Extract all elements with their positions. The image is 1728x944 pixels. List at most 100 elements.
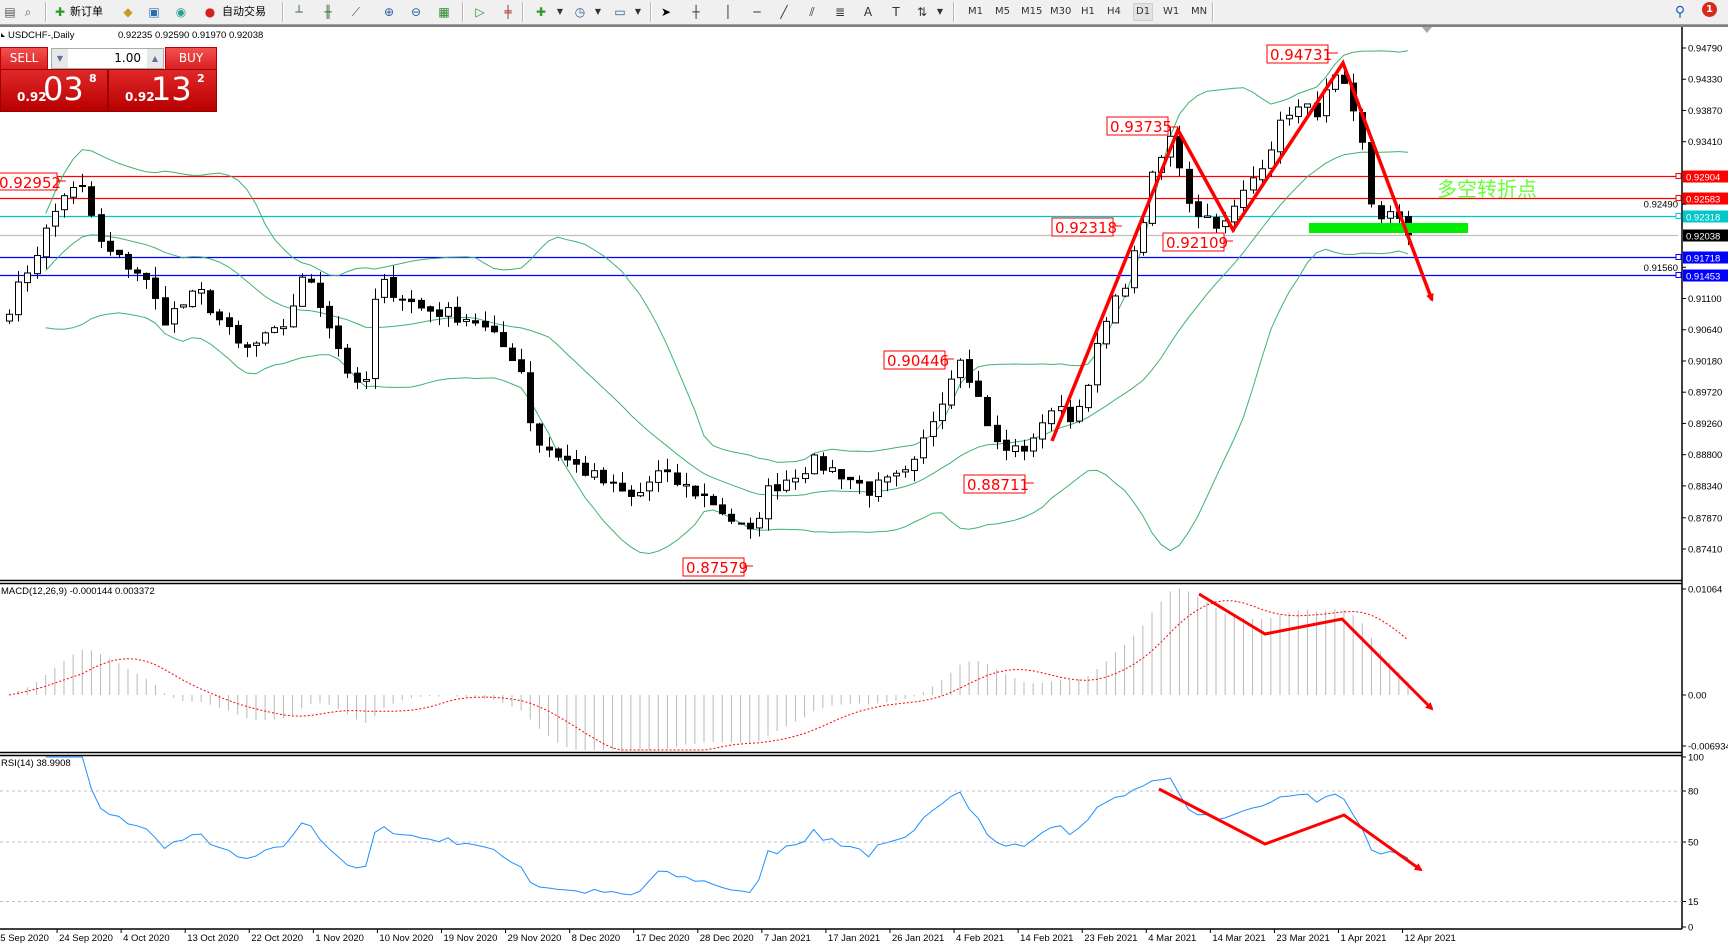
candle[interactable]	[1030, 433, 1037, 458]
candle[interactable]	[372, 288, 379, 389]
candle[interactable]	[418, 297, 425, 311]
candle[interactable]	[171, 301, 178, 333]
candle[interactable]	[866, 481, 873, 508]
candle[interactable]	[1112, 294, 1119, 324]
trendline-icon[interactable]: ╱	[780, 5, 788, 19]
candle[interactable]	[207, 289, 214, 316]
swing-label[interactable]: 0.92952	[0, 172, 66, 192]
equidistant-channel-icon[interactable]: ⫽	[809, 5, 815, 19]
candle[interactable]	[299, 273, 306, 307]
rsi-zigzag-arrow[interactable]	[1158, 787, 1423, 872]
candle[interactable]	[262, 331, 269, 346]
text-label-icon[interactable]: T	[892, 5, 900, 19]
macd-zigzag-arrow[interactable]	[1198, 592, 1434, 711]
candle[interactable]	[948, 370, 955, 409]
candle[interactable]	[52, 203, 59, 237]
buy-price-button[interactable]: 0.92 13 2	[108, 69, 217, 112]
candle[interactable]	[546, 437, 553, 458]
line-chart-icon[interactable]: ⟋	[351, 5, 361, 19]
candle[interactable]	[454, 296, 461, 326]
autoscroll-icon[interactable]: ▷	[475, 5, 485, 19]
candle[interactable]	[600, 467, 607, 486]
new-chart-icon[interactable]: ▤	[4, 5, 16, 19]
candle[interactable]	[61, 193, 68, 218]
sell-button[interactable]: SELL	[0, 47, 48, 70]
candle[interactable]	[463, 314, 470, 327]
candle[interactable]	[15, 271, 22, 322]
candle[interactable]	[152, 266, 159, 310]
periods-icon[interactable]: ◷	[574, 5, 586, 19]
chevron-down-icon[interactable]: ▼	[594, 7, 602, 16]
candle[interactable]	[792, 469, 799, 490]
candle[interactable]	[1039, 414, 1046, 449]
candle[interactable]	[381, 274, 388, 304]
timeframe-m5[interactable]: M5	[995, 6, 1010, 17]
line-handle-icon[interactable]	[1675, 213, 1682, 219]
candle[interactable]	[683, 472, 690, 498]
candle[interactable]	[290, 293, 297, 328]
candle[interactable]	[1122, 283, 1129, 298]
collapse-triangle-icon[interactable]	[1, 33, 5, 37]
swing-label[interactable]: 0.94731	[1266, 44, 1338, 64]
candle[interactable]	[838, 469, 845, 490]
timeframe-h4[interactable]: H4	[1107, 6, 1121, 17]
candle[interactable]	[162, 286, 169, 326]
candle[interactable]	[445, 302, 452, 327]
candle[interactable]	[1378, 201, 1385, 225]
timeframe-d1[interactable]: D1	[1133, 3, 1154, 21]
candle[interactable]	[610, 474, 617, 493]
turning-zone-bar[interactable]	[1309, 223, 1468, 233]
candle[interactable]	[582, 455, 589, 477]
chart-shift-icon[interactable]: ╪	[504, 5, 512, 19]
candle[interactable]	[1094, 332, 1101, 393]
candlestick-icon[interactable]: ╫	[324, 5, 332, 19]
candle[interactable]	[902, 465, 909, 478]
swing-label[interactable]: 0.87579	[682, 557, 753, 577]
candle[interactable]	[875, 472, 882, 502]
candle[interactable]	[1131, 245, 1138, 294]
templates-icon[interactable]: ▭	[614, 5, 626, 19]
candle[interactable]	[628, 485, 635, 507]
arrows-icon[interactable]: ⇅	[916, 5, 928, 19]
candle[interactable]	[472, 313, 479, 326]
candle[interactable]	[920, 429, 927, 464]
swing-label[interactable]: 0.92318	[1051, 217, 1122, 237]
candle[interactable]	[1259, 159, 1266, 187]
candle[interactable]	[811, 453, 818, 475]
candle[interactable]	[271, 325, 278, 334]
candle[interactable]	[1240, 180, 1247, 216]
profiles-icon[interactable]: ⌕	[24, 5, 32, 19]
candle[interactable]	[637, 482, 644, 498]
candle[interactable]	[1003, 429, 1010, 461]
candle[interactable]	[354, 367, 361, 390]
candle[interactable]	[1048, 407, 1055, 432]
candle[interactable]	[116, 249, 123, 259]
line-handle-icon[interactable]	[1675, 272, 1682, 278]
candle[interactable]	[939, 392, 946, 430]
horizontal-line-icon[interactable]: ─	[753, 5, 761, 19]
sell-price-button[interactable]: 0.92 03 8	[0, 69, 108, 112]
fibonacci-icon[interactable]: ≣	[834, 5, 846, 19]
candle[interactable]	[107, 232, 114, 256]
indicators-icon[interactable]: ✚	[535, 5, 547, 19]
candle[interactable]	[820, 452, 827, 475]
candle[interactable]	[1250, 166, 1257, 194]
auto-trading-button[interactable]: 自动交易	[222, 5, 266, 18]
turning-point-annotation[interactable]: 多空转折点	[1437, 177, 1537, 201]
chevron-down-icon[interactable]: ▼	[936, 7, 944, 16]
candle[interactable]	[1295, 99, 1302, 124]
timeframe-m1[interactable]: M1	[968, 6, 983, 17]
candle[interactable]	[226, 312, 233, 335]
candle[interactable]	[674, 464, 681, 487]
candle[interactable]	[1021, 439, 1028, 461]
candle[interactable]	[701, 483, 708, 508]
candle[interactable]	[1085, 383, 1092, 412]
navigator-icon[interactable]: ▣	[148, 5, 160, 19]
candle[interactable]	[98, 208, 105, 249]
candle[interactable]	[975, 371, 982, 397]
candle[interactable]	[802, 467, 809, 484]
lot-size-value[interactable]: 1.00	[114, 51, 141, 65]
candle[interactable]	[280, 318, 287, 336]
candle[interactable]	[34, 246, 41, 279]
candle[interactable]	[491, 315, 498, 334]
